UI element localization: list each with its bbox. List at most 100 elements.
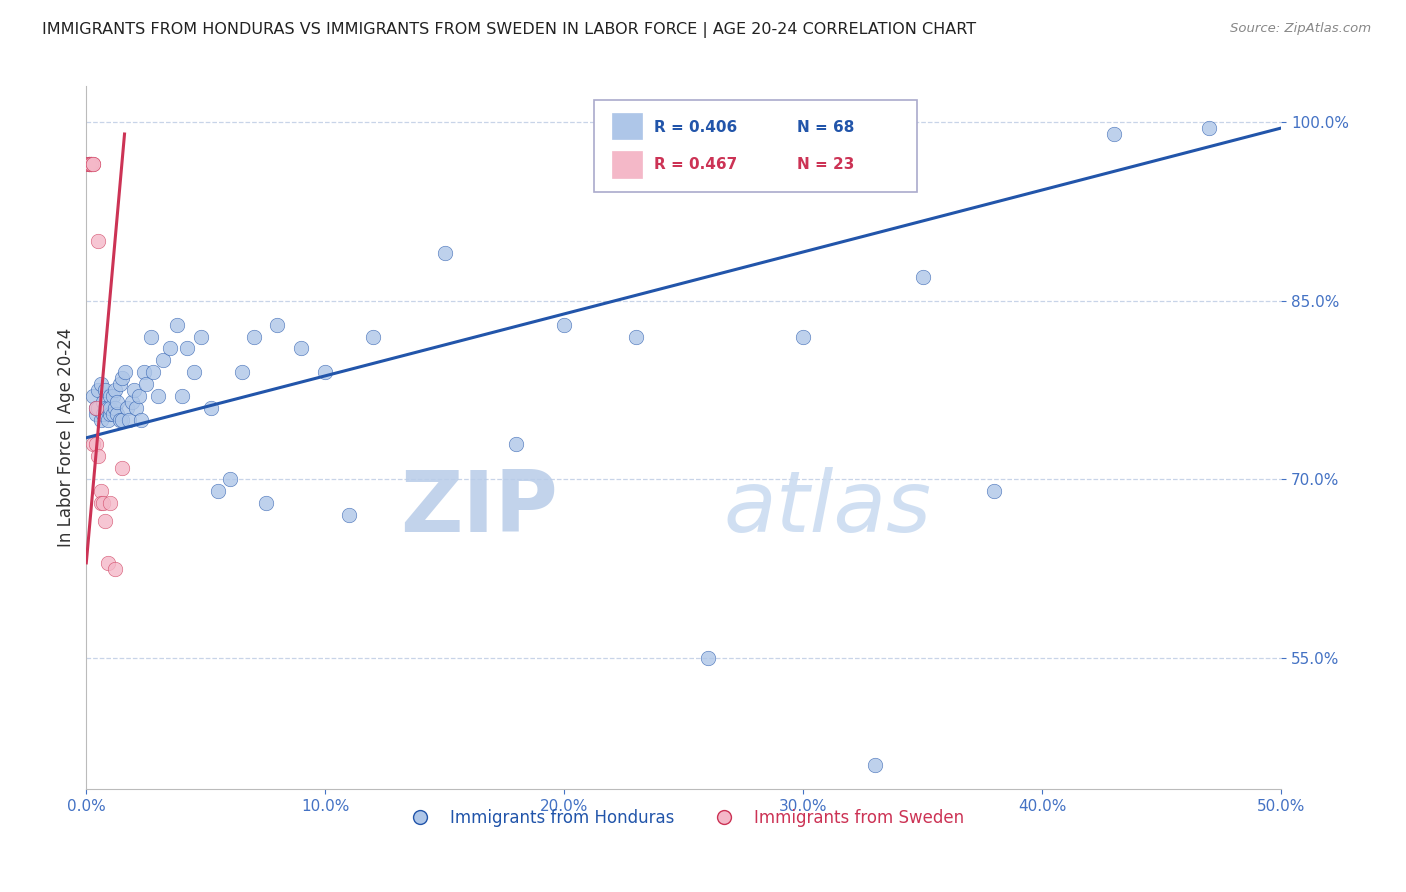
Text: R = 0.467: R = 0.467 xyxy=(654,157,737,172)
Point xyxy=(146,389,169,403)
Point xyxy=(87,401,110,415)
Point xyxy=(87,449,110,463)
Point xyxy=(1198,121,1220,136)
Point xyxy=(90,377,112,392)
Text: Source: ZipAtlas.com: Source: ZipAtlas.com xyxy=(1230,22,1371,36)
Point xyxy=(82,389,104,403)
Point xyxy=(82,157,104,171)
Point xyxy=(200,401,222,415)
Point xyxy=(152,353,174,368)
Point xyxy=(207,484,229,499)
Point xyxy=(166,318,188,332)
Point xyxy=(84,436,107,450)
Point xyxy=(105,407,128,421)
Point xyxy=(129,413,152,427)
Point xyxy=(98,389,121,403)
Point xyxy=(190,329,212,343)
Point xyxy=(91,407,114,421)
Point xyxy=(983,484,1005,499)
Point xyxy=(135,377,157,392)
Point xyxy=(433,246,456,260)
Point xyxy=(104,401,127,415)
Point xyxy=(114,365,136,379)
Point xyxy=(80,157,103,171)
Point xyxy=(91,496,114,510)
Text: ZIP: ZIP xyxy=(401,467,558,549)
Point xyxy=(97,401,120,415)
Point xyxy=(254,496,277,510)
Point xyxy=(97,556,120,570)
Point xyxy=(142,365,165,379)
Text: atlas: atlas xyxy=(723,467,931,549)
Point xyxy=(863,758,886,772)
Point xyxy=(101,389,124,403)
Text: R = 0.406: R = 0.406 xyxy=(654,120,737,135)
Point xyxy=(108,413,131,427)
Point xyxy=(111,460,134,475)
Point xyxy=(911,270,934,285)
Bar xyxy=(612,152,643,178)
Point xyxy=(231,365,253,379)
Point xyxy=(82,436,104,450)
Point xyxy=(696,651,718,665)
Point xyxy=(505,436,527,450)
Point xyxy=(115,401,138,415)
Point xyxy=(94,401,117,415)
Point xyxy=(624,329,647,343)
Point xyxy=(94,383,117,397)
Point xyxy=(139,329,162,343)
Point xyxy=(121,395,143,409)
Point xyxy=(337,508,360,523)
Point xyxy=(98,407,121,421)
Legend: Immigrants from Honduras, Immigrants from Sweden: Immigrants from Honduras, Immigrants fro… xyxy=(396,802,972,834)
Point xyxy=(242,329,264,343)
Point xyxy=(290,342,312,356)
Point xyxy=(94,514,117,528)
Point xyxy=(82,157,104,171)
Point xyxy=(84,401,107,415)
Point xyxy=(1102,127,1125,141)
Text: N = 68: N = 68 xyxy=(797,120,855,135)
Point xyxy=(90,484,112,499)
Point xyxy=(101,407,124,421)
Point xyxy=(97,413,120,427)
Point xyxy=(98,496,121,510)
Bar xyxy=(612,112,643,139)
Text: N = 23: N = 23 xyxy=(797,157,855,172)
Point xyxy=(104,383,127,397)
Point xyxy=(77,157,100,171)
Point xyxy=(314,365,336,379)
Y-axis label: In Labor Force | Age 20-24: In Labor Force | Age 20-24 xyxy=(58,328,75,548)
Point xyxy=(80,157,103,171)
Point xyxy=(98,401,121,415)
Point xyxy=(553,318,575,332)
Point xyxy=(218,473,240,487)
Point xyxy=(84,407,107,421)
Point xyxy=(87,383,110,397)
Point xyxy=(111,413,134,427)
Point xyxy=(159,342,181,356)
Point xyxy=(90,413,112,427)
Point xyxy=(125,401,148,415)
Point xyxy=(77,157,100,171)
Point xyxy=(80,157,103,171)
Text: IMMIGRANTS FROM HONDURAS VS IMMIGRANTS FROM SWEDEN IN LABOR FORCE | AGE 20-24 CO: IMMIGRANTS FROM HONDURAS VS IMMIGRANTS F… xyxy=(42,22,976,38)
Point xyxy=(183,365,205,379)
Point xyxy=(108,377,131,392)
Point xyxy=(84,401,107,415)
Point xyxy=(105,395,128,409)
Point xyxy=(118,413,141,427)
Point xyxy=(170,389,193,403)
Point xyxy=(132,365,155,379)
Point xyxy=(87,234,110,248)
Point xyxy=(128,389,150,403)
Point xyxy=(122,383,145,397)
Point xyxy=(91,395,114,409)
FancyBboxPatch shape xyxy=(595,101,917,192)
Point xyxy=(111,371,134,385)
Point xyxy=(77,157,100,171)
Point xyxy=(176,342,198,356)
Point xyxy=(266,318,288,332)
Point xyxy=(361,329,384,343)
Point xyxy=(104,562,127,576)
